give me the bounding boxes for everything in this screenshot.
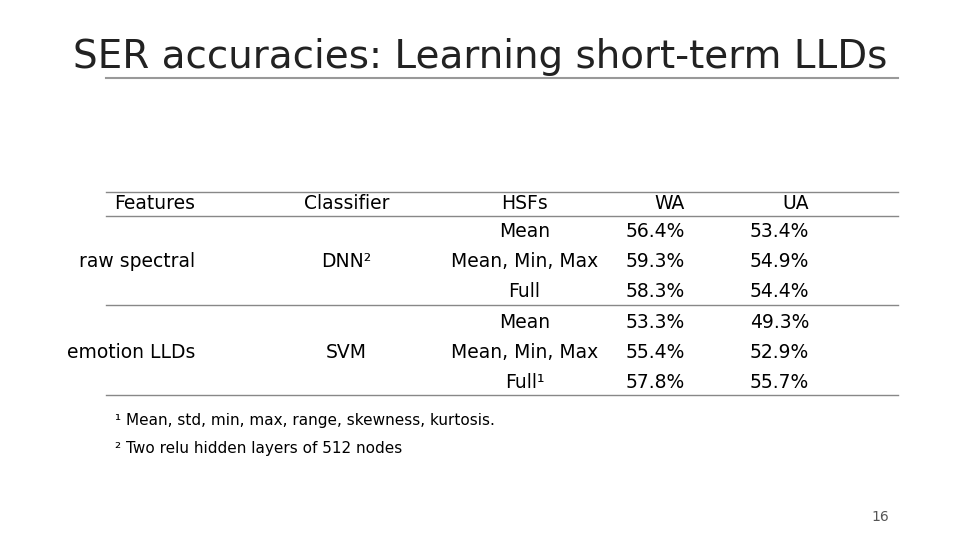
Text: Mean, Min, Max: Mean, Min, Max xyxy=(451,252,598,271)
Text: 56.4%: 56.4% xyxy=(625,221,684,241)
Text: ¹ Mean, std, min, max, range, skewness, kurtosis.: ¹ Mean, std, min, max, range, skewness, … xyxy=(115,413,495,428)
Text: 55.4%: 55.4% xyxy=(625,343,684,362)
Text: 58.3%: 58.3% xyxy=(625,282,684,301)
Text: 53.3%: 53.3% xyxy=(625,313,684,332)
Text: DNN²: DNN² xyxy=(322,252,372,271)
Text: raw spectral: raw spectral xyxy=(79,252,195,271)
Text: HSFs: HSFs xyxy=(501,194,548,213)
Text: 52.9%: 52.9% xyxy=(750,343,809,362)
Text: Classifier: Classifier xyxy=(303,194,390,213)
Text: Mean: Mean xyxy=(499,221,550,241)
Text: Full: Full xyxy=(509,282,540,301)
Text: 55.7%: 55.7% xyxy=(750,373,809,393)
Text: 54.9%: 54.9% xyxy=(750,252,809,271)
Text: 57.8%: 57.8% xyxy=(625,373,684,393)
Text: UA: UA xyxy=(782,194,809,213)
Text: 16: 16 xyxy=(872,510,889,524)
Text: 59.3%: 59.3% xyxy=(625,252,684,271)
Text: SVM: SVM xyxy=(326,343,367,362)
Text: 54.4%: 54.4% xyxy=(750,282,809,301)
Text: emotion LLDs: emotion LLDs xyxy=(67,343,195,362)
Text: ² Two relu hidden layers of 512 nodes: ² Two relu hidden layers of 512 nodes xyxy=(115,441,402,456)
Text: Mean: Mean xyxy=(499,313,550,332)
Text: 49.3%: 49.3% xyxy=(750,313,809,332)
Text: 53.4%: 53.4% xyxy=(750,221,809,241)
Text: Full¹: Full¹ xyxy=(505,373,544,393)
Text: Features: Features xyxy=(114,194,195,213)
Text: WA: WA xyxy=(654,194,684,213)
Text: Mean, Min, Max: Mean, Min, Max xyxy=(451,343,598,362)
Text: SER accuracies: Learning short-term LLDs: SER accuracies: Learning short-term LLDs xyxy=(73,38,887,76)
